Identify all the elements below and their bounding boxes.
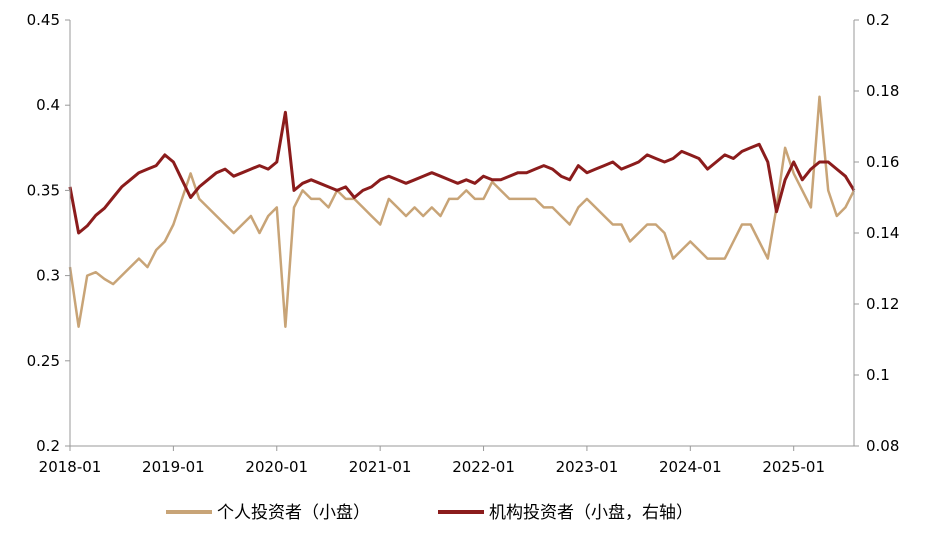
x-tick-label: 2021-01 (349, 458, 412, 476)
left-y-axis-ticks: 0.45 0.4 0.35 0.3 0.25 0.2 (27, 11, 70, 455)
left-y-tick-label: 0.3 (36, 267, 60, 285)
legend-label-retail: 个人投资者（小盘） (217, 503, 370, 523)
right-y-tick-label: 0.14 (866, 224, 899, 242)
x-tick-label: 2020-01 (245, 458, 308, 476)
x-axis-ticks: 2018-01 2019-01 2020-01 2021-01 2022-01 2023-… (39, 446, 825, 476)
x-tick-label: 2025-01 (762, 458, 825, 476)
left-y-tick-label: 0.45 (27, 11, 60, 29)
x-tick-label: 2019-01 (142, 458, 205, 476)
left-y-tick-label: 0.35 (27, 181, 60, 199)
x-tick-label: 2023-01 (556, 458, 619, 476)
series-line-institutional (68, 110, 856, 235)
left-y-tick-label: 0.4 (36, 96, 60, 114)
legend-label-institutional: 机构投资者（小盘，右轴） (489, 503, 693, 523)
right-y-axis-ticks: 0.2 0.18 0.16 0.14 0.12 0.1 0.08 (854, 11, 899, 455)
right-y-tick-label: 0.1 (866, 366, 890, 384)
right-y-tick-label: 0.08 (866, 437, 899, 455)
x-tick-label: 2024-01 (659, 458, 722, 476)
x-tick-label: 2018-01 (39, 458, 102, 476)
plot-area: 2018-01 2019-01 2020-01 2021-01 2022-01 2023-… (27, 11, 900, 476)
right-y-tick-label: 0.16 (866, 153, 899, 171)
right-y-tick-label: 0.12 (866, 295, 899, 313)
legend: 个人投资者（小盘） 机构投资者（小盘，右轴） (166, 503, 693, 523)
right-y-tick-label: 0.18 (866, 82, 899, 100)
series-layer (68, 95, 856, 328)
left-y-tick-label: 0.25 (27, 352, 60, 370)
series-line-retail (68, 95, 856, 328)
x-tick-label: 2022-01 (452, 458, 515, 476)
left-y-tick-label: 0.2 (36, 437, 60, 455)
right-y-tick-label: 0.2 (866, 11, 890, 29)
